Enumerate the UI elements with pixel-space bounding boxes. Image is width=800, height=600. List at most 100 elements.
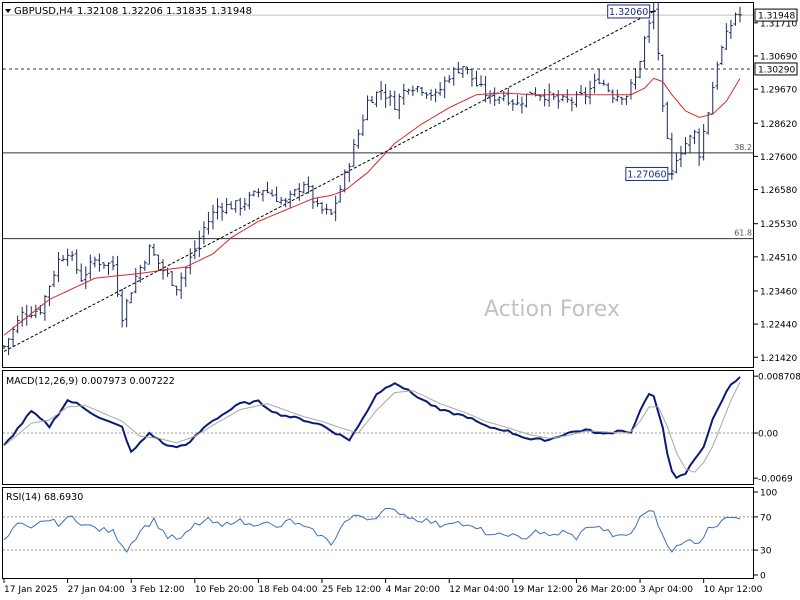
ohlc-bar: [242, 198, 247, 211]
ohlc-bar: [338, 185, 343, 203]
annotation-label: 1.27060: [627, 169, 666, 180]
ohlc-bar: [83, 266, 88, 290]
ohlc-bar: [56, 251, 61, 283]
ohlc-bar: [79, 263, 84, 283]
ohlc-bar: [251, 190, 256, 197]
ohlc-bar: [647, 19, 652, 43]
ohlc-bar: [247, 191, 252, 210]
ohlc-bar: [297, 183, 302, 201]
ohlc-bar: [256, 188, 261, 198]
time-tick-label: 18 Feb 04:00: [258, 585, 317, 595]
ohlc-bar: [601, 79, 606, 86]
ohlc-bar: [724, 23, 729, 50]
time-tick-label: 12 Mar 04:00: [449, 585, 509, 595]
ohlc-bar: [238, 197, 243, 216]
ohlc-bar: [633, 68, 638, 90]
price-tick-label: 1.29670: [760, 86, 797, 96]
ohlc-bar: [210, 204, 215, 230]
ohlc-bar: [74, 249, 79, 274]
ohlc-bar: [206, 211, 211, 235]
ohlc-bar: [606, 82, 611, 93]
ohlc-bar: [170, 271, 175, 287]
ohlc-bar: [142, 260, 147, 271]
ohlc-bar: [274, 186, 279, 203]
price-tick-label: 1.28620: [760, 120, 797, 130]
ohlc-bar: [174, 285, 179, 296]
time-tick-label: 4 Mar 20:00: [386, 585, 441, 595]
ohlc-bar: [33, 304, 38, 319]
ohlc-bar: [306, 176, 311, 194]
ohlc-bar: [360, 114, 365, 137]
macd-title: MACD(12,26,9) 0.007973 0.007222: [6, 376, 175, 387]
ohlc-bar: [447, 75, 452, 84]
watermark: Action Forex: [484, 297, 620, 322]
ohlc-bar: [519, 96, 524, 114]
ohlc-bar: [578, 85, 583, 96]
moving-average-line: [3, 77, 741, 336]
time-tick-label: 19 Mar 12:00: [513, 585, 573, 595]
ohlc-bar: [65, 248, 70, 266]
ohlc-bar: [370, 95, 374, 104]
ohlc-bar: [401, 83, 406, 105]
rsi-tick-label: 0: [760, 572, 766, 582]
price-panel-frame: [2, 2, 754, 368]
ohlc-bar: [569, 97, 574, 112]
dropdown-triangle-icon[interactable]: [5, 9, 11, 13]
ohlc-bar: [342, 169, 347, 193]
price-tick-label: 1.25530: [760, 220, 797, 230]
ohlc-bar: [615, 89, 620, 102]
price-panel: 38.2 61.8 1.32060 1.27060: [2, 1, 753, 356]
price-tick-label: 1.27600: [760, 153, 797, 163]
ohlc-bar: [292, 188, 297, 197]
ohlc-bar: [660, 54, 665, 113]
ohlc-bar: [438, 81, 443, 96]
ohlc-bar: [638, 60, 643, 79]
ohlc-bar: [101, 262, 106, 269]
trendline: [3, 11, 654, 352]
macd-tick-label: -0.0069: [758, 475, 793, 485]
ohlc-bar: [192, 240, 197, 260]
ohlc-bar: [456, 61, 461, 74]
ohlc-bar: [483, 75, 488, 103]
rsi-tick-label: 100: [760, 489, 777, 499]
rsi-line: [3, 507, 741, 554]
ohlc-bar: [610, 89, 615, 104]
ohlc-bar: [147, 244, 152, 265]
axes: 1.31710 1.30690 1.29670 1.28620 1.27600 1.265…: [3, 8, 800, 595]
ohlc-bar: [220, 202, 225, 221]
price-tick-label: 1.30690: [760, 52, 797, 62]
price-tick-label: 1.24510: [760, 253, 797, 263]
ohlc-bar: [379, 81, 384, 101]
ohlc-bar: [260, 190, 265, 202]
ohlc-bar: [479, 75, 484, 87]
price-tick-label: 1.26580: [760, 186, 797, 196]
ohlc-bar: [310, 185, 315, 209]
ohlc-bar: [265, 181, 270, 194]
time-tick-label: 3 Feb 12:00: [131, 585, 185, 595]
fib-level-label: 61.8: [734, 229, 752, 238]
ohlc-bar: [624, 95, 629, 105]
ohlc-bar: [51, 270, 56, 288]
current-price-tag-box: [754, 8, 798, 22]
ohlc-bar: [406, 88, 411, 95]
symbol-label: GBPUSD,H4: [14, 6, 73, 17]
ohlc-bar: [233, 200, 238, 213]
ohlc-bar: [733, 12, 738, 26]
ohlc-bar: [333, 195, 338, 222]
rsi-title: RSI(14) 68.6930: [6, 492, 83, 503]
time-tick-label: 3 Apr 04:00: [640, 585, 693, 595]
ohlc-bar: [415, 85, 420, 93]
ohlc-bar: [279, 196, 284, 205]
ohlc-bar: [374, 91, 379, 108]
ohlc-bar: [560, 94, 565, 102]
ohlc-bar: [469, 68, 474, 87]
ohlc-bar: [656, 2, 661, 61]
ohlc-bar: [156, 254, 161, 271]
ohlc-bar: [619, 96, 624, 105]
ohlc-bar: [215, 198, 220, 220]
ohlc-bar: [351, 139, 356, 167]
time-tick-label: 26 Mar 20:00: [576, 585, 636, 595]
current-price-tag: 1.31948: [758, 12, 795, 22]
